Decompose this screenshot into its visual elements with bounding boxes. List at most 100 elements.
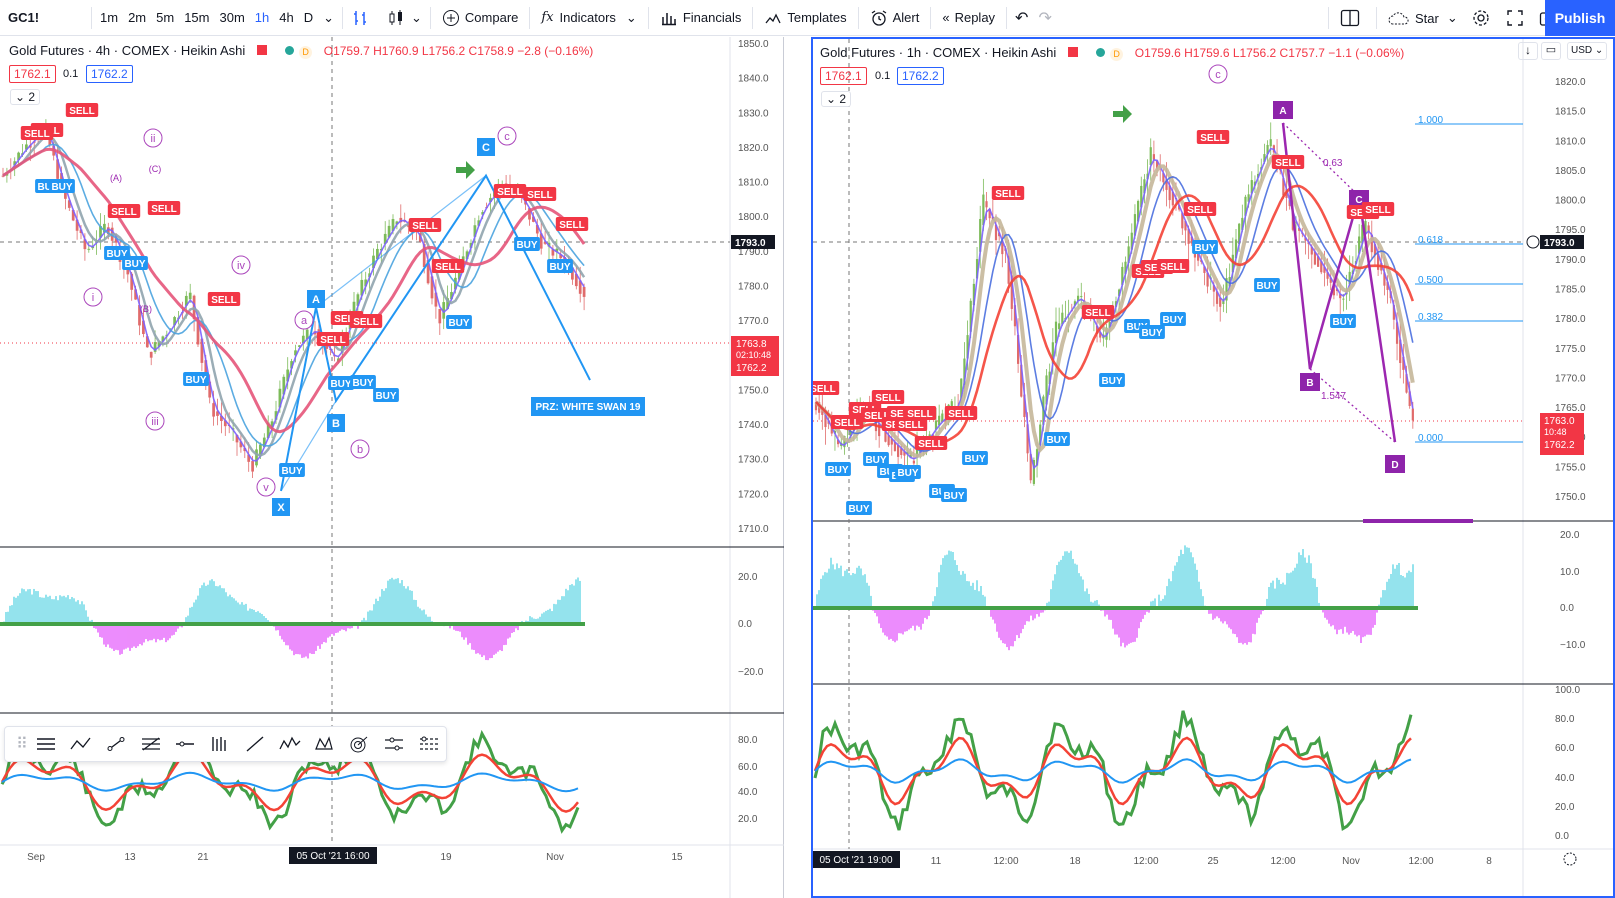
candle-body [274,411,278,420]
redo-button[interactable]: ↷ [1033,0,1056,36]
collapse-indicators-button[interactable]: ⌄ 2 [10,89,41,105]
xabcd-tool-icon[interactable] [307,730,342,758]
buy-signal-bg [350,375,376,389]
candle-body [535,224,539,234]
scroll-to-realtime-button[interactable]: ↓ [1518,42,1538,60]
chart-panel-4h[interactable]: 1850.0 1840.0 1830.0 1820.0 1810.0 1800.0 1790… [0,37,784,898]
buy-signal-bg [962,451,988,465]
candle-body [266,422,270,438]
maximize-pane-button[interactable]: ▭ [1541,42,1561,60]
sell-signal: SELL [995,189,1021,200]
symbol-search[interactable]: GC1! [0,0,88,36]
rsi-axis-label: 100.0 [1555,685,1580,696]
parallel-channel-tool-icon[interactable] [377,730,412,758]
sell-price-box[interactable]: 1762.1 [820,67,867,85]
candle-body [1342,298,1345,300]
replay-button[interactable]: « Replay [934,0,1003,36]
bars-pattern-tool-icon[interactable] [203,730,238,758]
indicators-button[interactable]: fx Indicators ⌄ [533,0,644,36]
fib-level-label: 0.618 [1418,235,1443,246]
interval-dropdown[interactable]: ⌄ [318,0,339,36]
interval-15m[interactable]: 15m [179,0,214,36]
abc-pattern-tool-icon[interactable] [64,730,99,758]
templates-button[interactable]: Templates [756,0,854,36]
trend-line-tool-icon[interactable] [98,730,133,758]
interval-1h[interactable]: 1h [250,0,274,36]
compare-button[interactable]: Compare [434,0,526,36]
regression-tool-icon[interactable] [411,730,446,758]
divider [752,6,754,29]
horizontal-ray-tool-icon[interactable] [168,730,203,758]
symbol-label: GC1! [8,10,40,25]
candle-body [1247,194,1250,202]
chart-canvas-4h[interactable]: 1850.0 1840.0 1830.0 1820.0 1810.0 1800.0 1790… [0,37,784,898]
sell-signal: SELL [211,295,237,306]
candle-body [1133,214,1137,236]
candle-body [465,251,469,259]
interval-5m[interactable]: 5m [151,0,179,36]
gear-icon[interactable] [1563,852,1577,866]
spread-value: 0.1 [63,68,79,80]
candle-body [528,208,531,220]
collapse-indicators-button[interactable]: ⌄ 2 [821,91,852,107]
publish-button[interactable]: Publish [1545,0,1615,36]
buy-signal: BUY [1256,281,1277,292]
layout-button[interactable] [1332,0,1373,36]
fib-level-label: 0.382 [1418,312,1443,323]
buy-price-box[interactable]: 1762.2 [86,65,133,83]
lines-tool-icon[interactable] [29,730,64,758]
save-layout-button[interactable]: Star ⌄ [1380,0,1466,36]
sell-price-box[interactable]: 1762.1 [9,65,56,83]
candle-body [1152,154,1155,160]
candle-body [1029,454,1032,481]
candle-body [555,248,559,252]
candle-body [1118,289,1121,296]
price-axis-label: 1840.0 [738,74,769,85]
chart-panel-1h[interactable]: 1820.0 1815.0 1810.0 1805.0 1800.0 1795.0 1790… [811,37,1615,898]
settings-button[interactable] [1466,0,1501,36]
interval-30m[interactable]: 30m [214,0,249,36]
wave-label: (A) [110,173,122,183]
ohlc-values: O1759.6 H1759.6 L1756.2 C1757.7 −1.1 (−0… [1134,46,1405,60]
chart-canvas-1h[interactable]: 1820.01815.01810.01805.01800.01795.01790… [813,39,1613,896]
currency-select[interactable]: USD ⌄ [1567,42,1608,60]
candle-body [1149,147,1152,165]
interval-1m[interactable]: 1m [95,0,123,36]
candle-body [1108,321,1111,329]
rewind-icon: « [942,10,950,25]
candle-body [184,295,188,306]
gann-tool-icon[interactable] [342,730,377,758]
bar-style-button[interactable] [346,0,381,36]
wave-label-circle [497,126,517,146]
candle-body [103,223,106,233]
alert-button[interactable]: Alert [862,0,928,36]
interval-D[interactable]: D [299,0,318,36]
candle-body [134,289,137,300]
wave-label: c [1215,69,1221,81]
financials-button[interactable]: Financials [652,0,750,36]
buy-signal-bg [183,372,209,386]
candle-body [1266,144,1269,155]
buy-price-box[interactable]: 1762.2 [897,67,944,85]
sell-signal: SELL [813,384,836,395]
buy-signal: BUY [185,375,206,386]
undo-button[interactable]: ↶ [1010,0,1033,36]
interval-2m[interactable]: 2m [123,0,151,36]
candle-body [830,427,833,434]
wave-label: iv [237,260,245,272]
sell-signal: SELL [890,409,916,420]
candle-body [262,437,266,448]
candle-body [884,431,887,442]
candle-body [849,431,852,437]
drag-handle-icon[interactable]: ⠿ [16,736,28,753]
candle-body [223,420,227,427]
fullscreen-button[interactable] [1501,0,1534,36]
ray-tool-icon[interactable] [238,730,273,758]
candle-body [422,243,426,268]
fib-channel-tool-icon[interactable] [133,730,168,758]
elliott-wave-tool-icon[interactable] [272,730,307,758]
pattern-point-bg [1273,101,1293,119]
candle-style-button[interactable]: ⌄ [381,0,427,36]
candle-body [941,413,944,423]
interval-4h[interactable]: 4h [274,0,298,36]
